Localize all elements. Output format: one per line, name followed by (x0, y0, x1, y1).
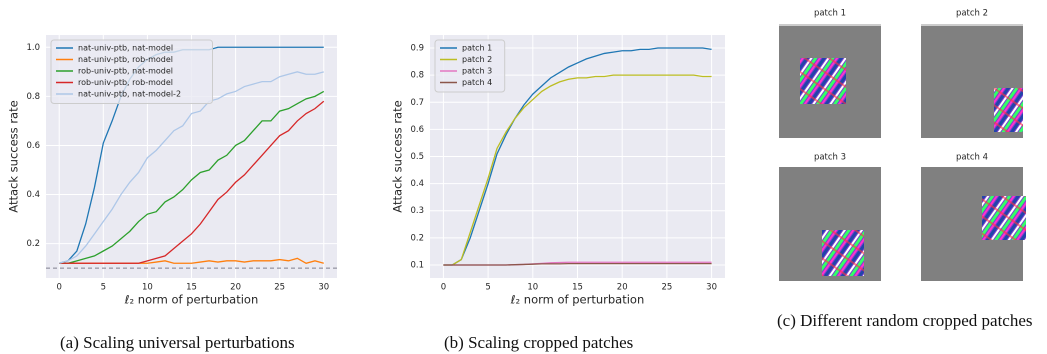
y-tick-label: 0.1 (410, 260, 424, 270)
y-tick-label: 0.9 (410, 44, 424, 54)
patch-panel: patch 1 patch 2 patch 3 patch 4 (779, 9, 1026, 282)
y-tick-label: 0.8 (26, 92, 40, 102)
y-tick-label: 0.2 (410, 233, 424, 243)
y-axis-label: Attack success rate (391, 100, 405, 212)
y-tick-label: 0.6 (26, 141, 40, 151)
y-tick-label: 0.4 (26, 190, 40, 200)
x-tick-label: 10 (527, 283, 538, 293)
legend-label: patch 4 (462, 78, 492, 87)
patch (800, 58, 846, 104)
image-border (779, 24, 881, 26)
x-tick-label: 25 (661, 283, 672, 293)
x-axis-label: ℓ₂ norm of perturbation (510, 293, 644, 307)
caption: (c) Different random cropped patches (777, 311, 1045, 331)
y-tick-label: 1.0 (26, 43, 40, 53)
legend-label: rob-univ-ptb, rob-model (78, 78, 173, 87)
caption: (b) Scaling cropped patches (444, 333, 633, 353)
y-tick-label: 0.4 (410, 179, 424, 189)
patch-title: patch 3 (814, 153, 846, 163)
page: patch 1 patch 2 patch 3 patch 4 0.2 0.4 0.… (0, 0, 1047, 354)
legend-label: nat-univ-ptb, nat-model (78, 44, 173, 53)
x-tick-label: 0 (441, 283, 446, 293)
caption: (a) Scaling universal perturbations (60, 333, 295, 353)
legend-label: nat-univ-ptb, rob-model (78, 55, 173, 64)
x-tick-label: 15 (572, 283, 583, 293)
x-tick-label: 5 (101, 283, 106, 293)
legend-label: patch 2 (462, 55, 492, 64)
y-tick-label: 0.6 (410, 125, 424, 135)
patch (994, 88, 1023, 132)
legend-label: patch 3 (462, 67, 492, 76)
y-tick-label: 0.3 (410, 206, 424, 216)
patch-title: patch 4 (956, 153, 988, 163)
x-tick-label: 5 (485, 283, 490, 293)
y-tick-label: 0.2 (26, 239, 40, 249)
x-tick-label: 0 (57, 283, 62, 293)
patch (822, 230, 864, 276)
patch-title: patch 1 (814, 9, 846, 19)
x-tick-label: 30 (706, 283, 717, 293)
x-axis-label: ℓ₂ norm of perturbation (124, 293, 258, 307)
legend-label: rob-univ-ptb, nat-model (78, 67, 173, 76)
image-border (921, 24, 1023, 26)
x-tick-label: 10 (142, 283, 153, 293)
x-tick-label: 20 (617, 283, 628, 293)
legend-label: nat-univ-ptb, nat-model-2 (78, 90, 181, 99)
y-tick-label: 0.7 (410, 98, 424, 108)
legend-label: patch 1 (462, 44, 492, 53)
y-tick-label: 0.5 (410, 152, 424, 162)
x-tick-label: 20 (230, 283, 241, 293)
x-tick-label: 25 (274, 283, 285, 293)
patch-title: patch 2 (956, 9, 988, 19)
patch (982, 196, 1026, 240)
x-tick-label: 15 (186, 283, 197, 293)
y-axis-label: Attack success rate (7, 100, 21, 212)
y-tick-label: 0.8 (410, 71, 424, 81)
figure: patch 1 patch 2 patch 3 patch 4 0.2 0.4 0.… (0, 0, 1047, 354)
x-tick-label: 30 (318, 283, 329, 293)
